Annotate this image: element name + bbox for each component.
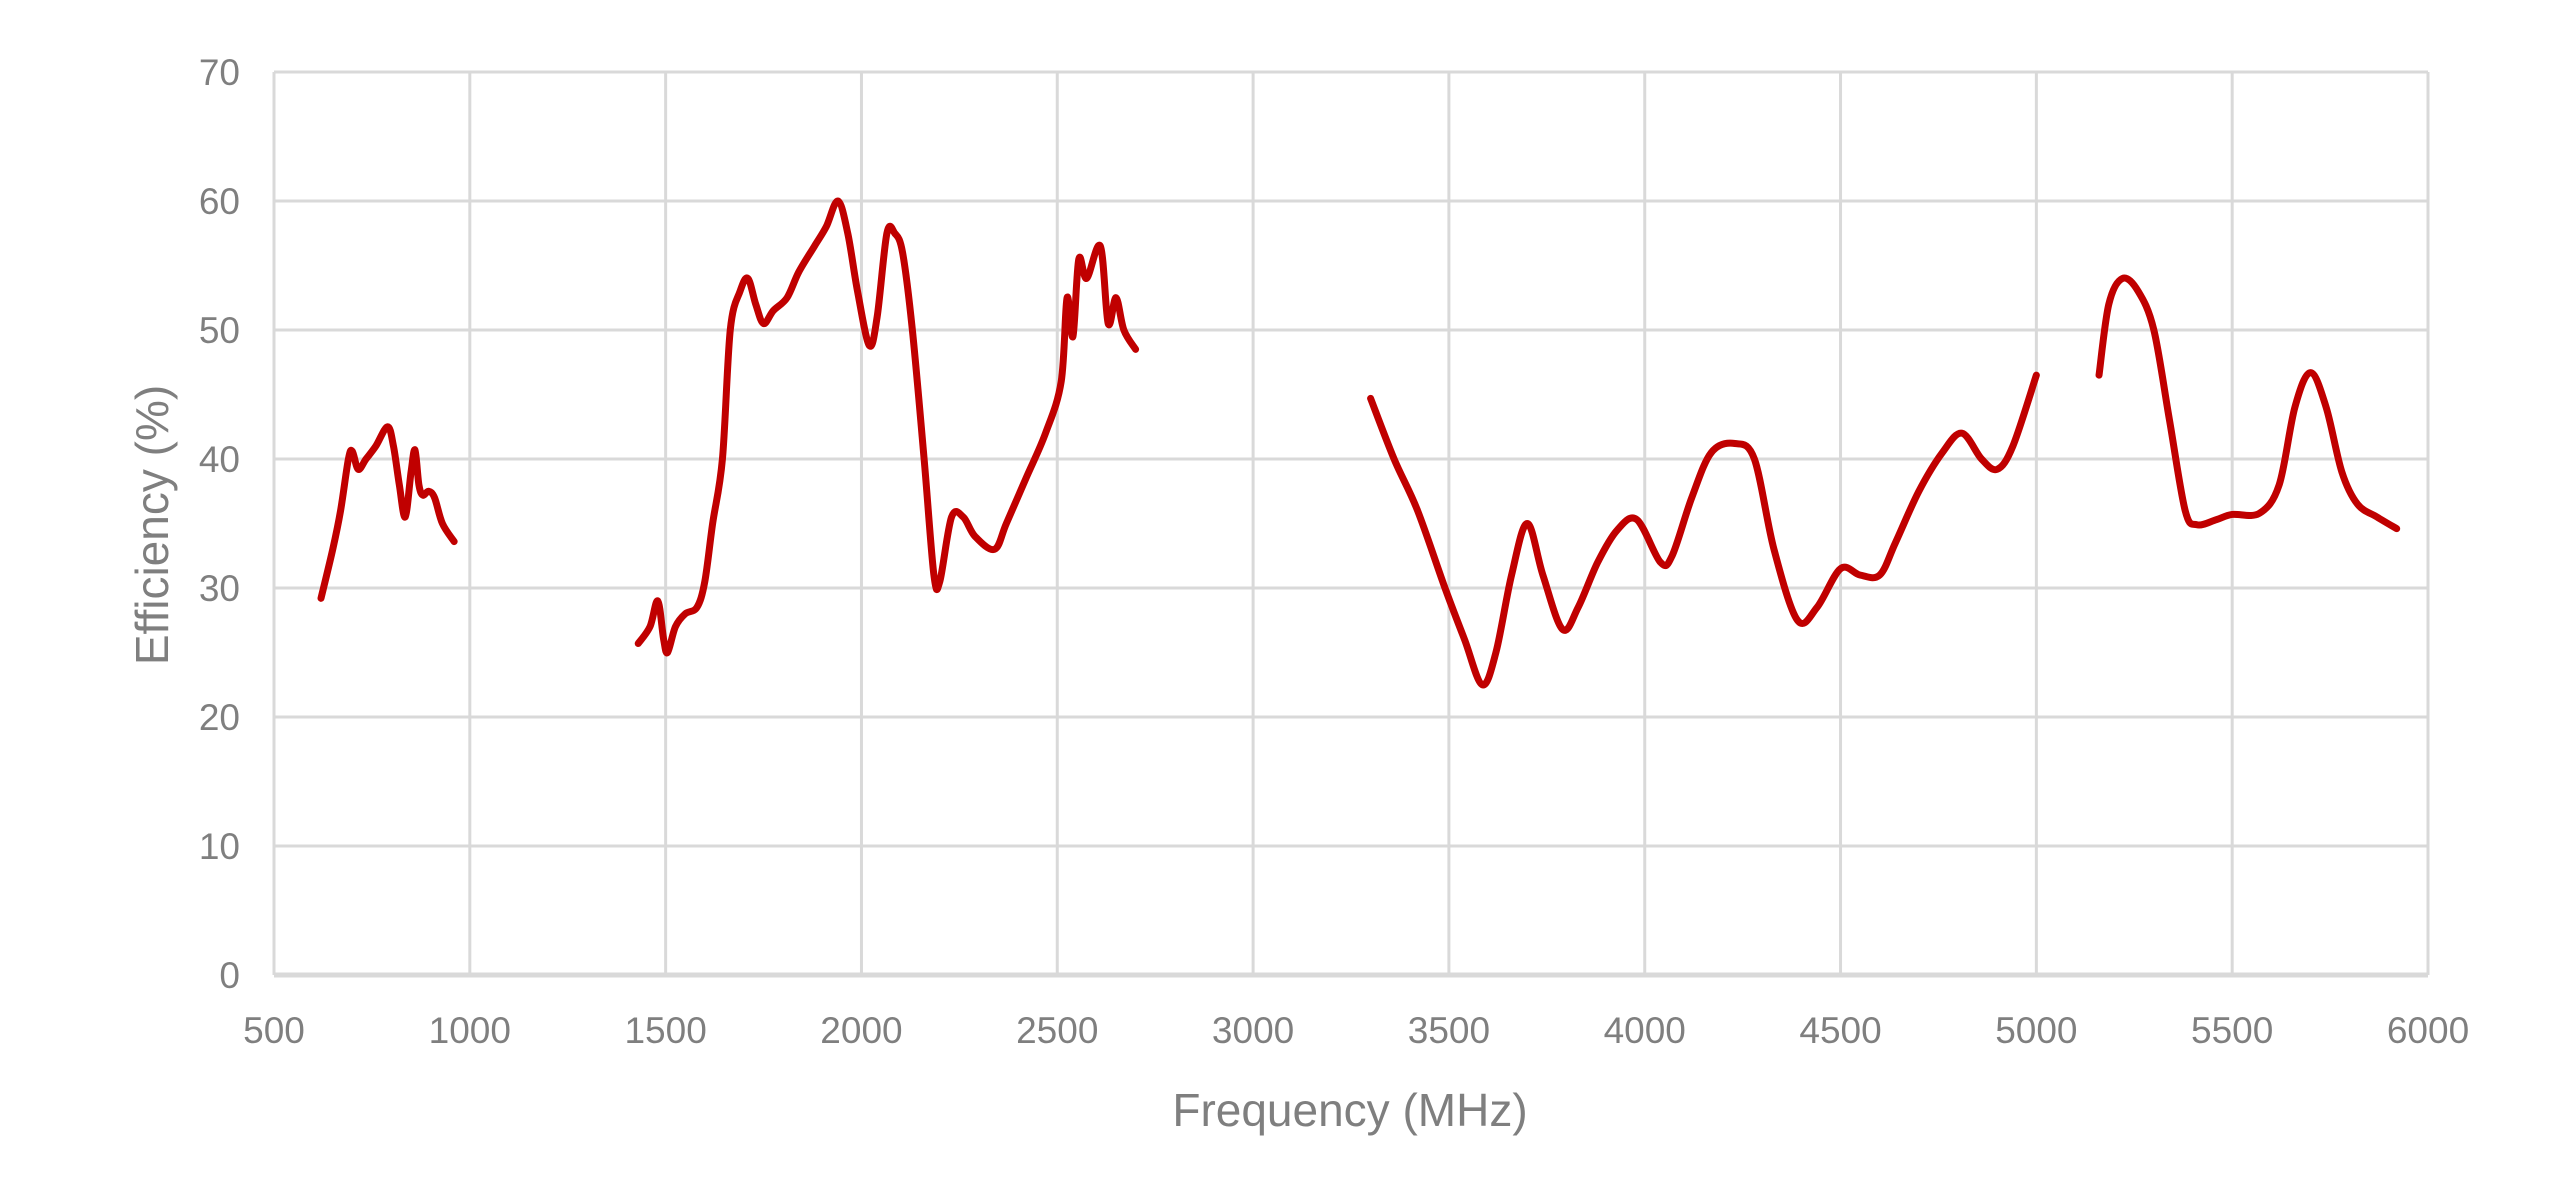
y-axis-title: Efficiency (%) xyxy=(126,385,178,665)
series-lines xyxy=(317,197,2401,689)
x-tick-label: 3000 xyxy=(1212,1010,1294,1051)
x-tick-label: 6000 xyxy=(2387,1010,2469,1051)
x-tick-label: 1500 xyxy=(624,1010,706,1051)
x-tick-label: 2500 xyxy=(1016,1010,1098,1051)
y-tick-label: 70 xyxy=(199,52,240,93)
x-axis-title: Frequency (MHz) xyxy=(1172,1084,1527,1136)
x-tick-label: 5000 xyxy=(1995,1010,2077,1051)
x-tick-labels: 500 1000 1500 2000 2500 3000 3500 4000 4500 5000 5… xyxy=(243,1010,2469,1051)
x-tick-label: 4000 xyxy=(1604,1010,1686,1051)
grid xyxy=(272,70,2430,978)
y-tick-label: 60 xyxy=(199,181,240,222)
y-tick-label: 40 xyxy=(199,439,240,480)
x-tick-label: 4500 xyxy=(1799,1010,1881,1051)
x-tick-label: 2000 xyxy=(820,1010,902,1051)
y-tick-label: 50 xyxy=(199,310,240,351)
series-line-band-1 xyxy=(317,423,458,602)
y-tick-label: 10 xyxy=(199,826,240,867)
x-tick-label: 1000 xyxy=(429,1010,511,1051)
x-tick-label: 3500 xyxy=(1408,1010,1490,1051)
series-line-band-2 xyxy=(634,197,1140,657)
series-line-band-4 xyxy=(2095,274,2401,533)
x-tick-label: 500 xyxy=(243,1010,305,1051)
y-tick-label: 0 xyxy=(219,955,240,996)
y-tick-label: 30 xyxy=(199,568,240,609)
y-tick-label: 20 xyxy=(199,697,240,738)
x-tick-label: 5500 xyxy=(2191,1010,2273,1051)
y-tick-labels: 0 10 20 30 40 50 60 70 xyxy=(199,52,240,996)
series-line-band-3 xyxy=(1367,371,2040,689)
